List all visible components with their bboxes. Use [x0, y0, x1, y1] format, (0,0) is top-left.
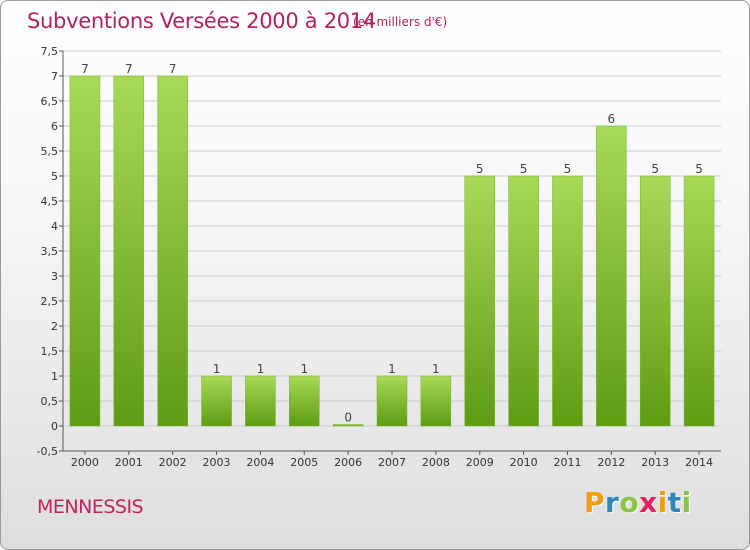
- data-label: 5: [651, 162, 659, 176]
- y-tick-label: 4,5: [41, 195, 59, 208]
- logo-letter: o: [619, 486, 640, 519]
- logo-letter: r: [605, 486, 620, 519]
- data-label: 5: [564, 162, 572, 176]
- labels: 7 7 7 1 1 1 0 1 1 5 5 5 6 5 5: [81, 62, 703, 425]
- chart-unit: (en milliers d'€): [353, 15, 448, 29]
- x-tick-label: 2008: [422, 456, 450, 469]
- y-tick-label: 1: [51, 370, 58, 383]
- y-tick-label: 6,5: [41, 95, 59, 108]
- bar-2006: [332, 424, 364, 427]
- bar-2013: [639, 175, 671, 427]
- commune-name: MENNESSIS: [37, 496, 144, 518]
- data-label: 7: [81, 62, 89, 76]
- bars: [69, 75, 715, 427]
- y-tick-label: 5,5: [41, 145, 59, 158]
- y-tick-label: 6: [51, 120, 58, 133]
- bar-2011: [552, 175, 583, 427]
- data-label: 0: [344, 411, 352, 425]
- data-label: 5: [695, 162, 703, 176]
- x-tick-label: 2002: [159, 456, 187, 469]
- bar-2014: [683, 175, 715, 427]
- logo-letter: i: [681, 486, 692, 519]
- bar-2010: [508, 175, 539, 427]
- data-label: 7: [125, 62, 133, 76]
- bar-2012: [596, 125, 627, 427]
- y-tick-label: 7,5: [41, 45, 59, 58]
- data-label: 1: [213, 362, 221, 376]
- bar-2005: [289, 375, 320, 427]
- x-tick-label: 2013: [641, 456, 669, 469]
- y-tick-label: -0,5: [37, 445, 58, 458]
- logo-letter: t: [667, 486, 682, 519]
- bar-2007: [376, 375, 408, 427]
- bar-2009: [464, 175, 495, 427]
- bar-2002: [157, 75, 188, 427]
- y-tick-label: 7: [51, 70, 58, 83]
- x-tick-label: 2004: [246, 456, 274, 469]
- y-tick-label: 2: [51, 320, 58, 333]
- bar-2004: [245, 375, 276, 427]
- y-tick-label: 0: [51, 420, 58, 433]
- logo-letter: i: [657, 486, 668, 519]
- y-tick-label: 5: [51, 170, 58, 183]
- x-tick-label: 2001: [115, 456, 143, 469]
- y-tick-label: 3: [51, 270, 58, 283]
- x-tick-label: 2011: [553, 456, 581, 469]
- proxiti-logo: Proxiti: [584, 486, 692, 519]
- x-tick-label: 2012: [597, 456, 625, 469]
- x-tick-label: 2010: [510, 456, 538, 469]
- x-tick-label: 2006: [334, 456, 362, 469]
- data-label: 5: [520, 162, 528, 176]
- bar-2001: [113, 75, 145, 427]
- data-label: 5: [476, 162, 484, 176]
- y-tick-label: 1,5: [41, 345, 59, 358]
- x-tick-label: 2007: [378, 456, 406, 469]
- data-label: 1: [300, 362, 308, 376]
- x-tick-label: 2003: [203, 456, 231, 469]
- y-tick-label: 2,5: [41, 295, 59, 308]
- data-label: 1: [432, 362, 440, 376]
- y-tick-label: 4: [51, 220, 58, 233]
- chart-title: Subventions Versées 2000 à 2014: [27, 9, 376, 33]
- logo-letter: P: [584, 486, 606, 519]
- x-tick-label: 2014: [685, 456, 713, 469]
- y-tick-label: 0,5: [41, 395, 59, 408]
- x-tick-label: 2005: [290, 456, 318, 469]
- data-label: 7: [169, 62, 177, 76]
- x-tick-label: 2009: [466, 456, 494, 469]
- data-label: 6: [608, 112, 616, 126]
- data-label: 1: [388, 362, 396, 376]
- x-tick-label: 2000: [71, 456, 99, 469]
- bar-2008: [420, 375, 452, 427]
- bar-2003: [201, 375, 232, 427]
- data-label: 1: [257, 362, 265, 376]
- axes: -0,5 0 0,5 1 1,5 2 2,5 3 3,5 4 4,5 5 5,5 6 6,5 7 7,5 2000…: [37, 45, 721, 469]
- y-tick-label: 3,5: [41, 245, 59, 258]
- bar-2000: [69, 75, 101, 427]
- logo-letter: x: [639, 486, 658, 519]
